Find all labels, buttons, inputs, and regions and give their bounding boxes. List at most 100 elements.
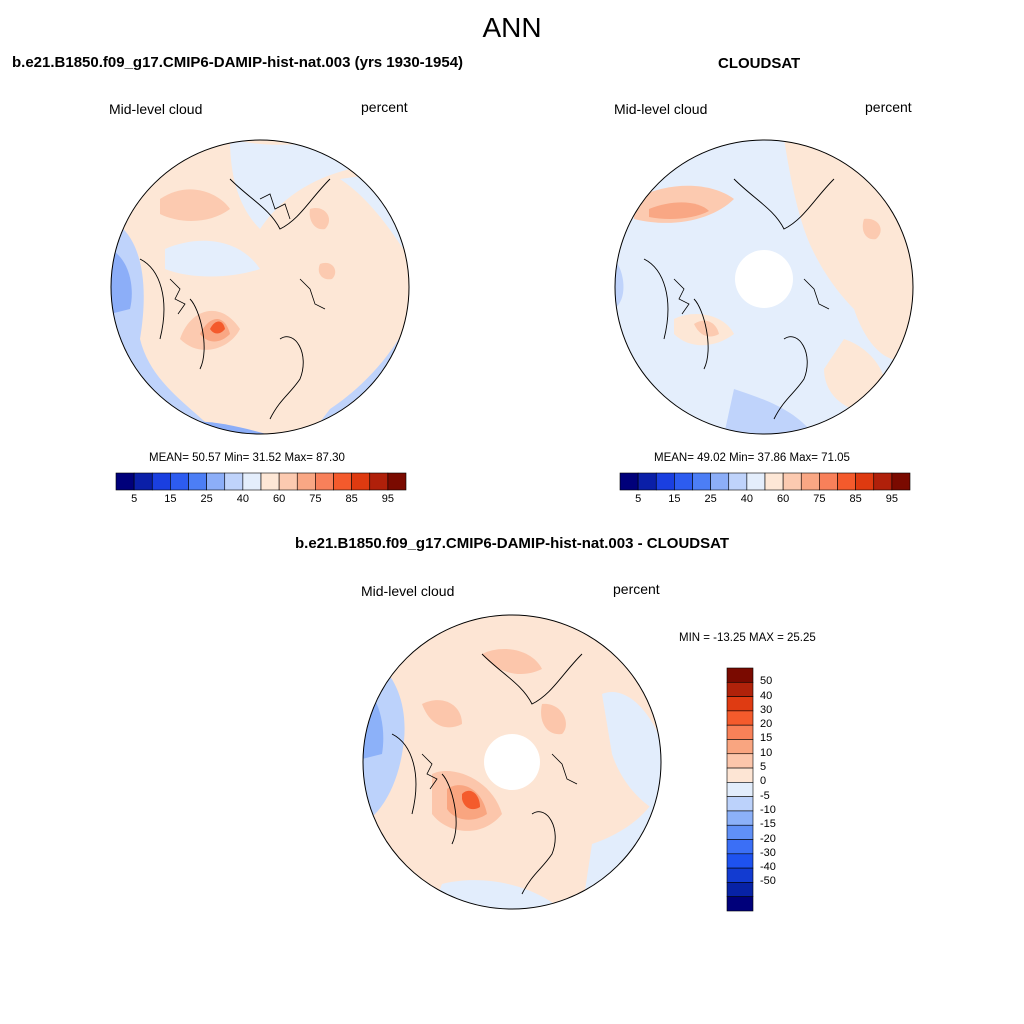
diff-stats: MIN = -13.25 MAX = 25.25: [679, 632, 816, 644]
obs-colorbar-swatch: [764, 472, 784, 491]
diff-panel-title: b.e21.B1850.f09_g17.CMIP6-DAMIP-hist-nat…: [295, 535, 729, 552]
obs-units-label: percent: [865, 99, 912, 115]
obs-colorbar-swatch: [782, 472, 802, 491]
model-colorbar-swatch: [260, 472, 280, 491]
diff-colorbar-swatch: [726, 839, 754, 855]
model-panel-title: b.e21.B1850.f09_g17.CMIP6-DAMIP-hist-nat…: [12, 54, 464, 71]
obs-colorbar-tick-label: 5: [635, 493, 642, 505]
model-colorbar-swatch: [278, 472, 298, 491]
obs-colorbar: [619, 472, 911, 491]
diff-colorbar-tick-label: 50: [760, 675, 773, 688]
obs-colorbar-tick-label: 15: [668, 493, 681, 505]
diff-colorbar-tick-label: -40: [760, 861, 776, 874]
obs-colorbar-swatch: [855, 472, 875, 491]
model-stats: MEAN= 50.57 Min= 31.52 Max= 87.30: [149, 452, 345, 464]
diff-colorbar-tick-label: -20: [760, 832, 776, 845]
model-colorbar-tick-label: 75: [309, 493, 322, 505]
obs-variable-label: Mid-level cloud: [614, 101, 708, 117]
obs-colorbar-tick-label: 95: [885, 493, 898, 505]
model-colorbar-tick-label: 25: [200, 493, 213, 505]
model-colorbar-tick-label: 5: [131, 493, 138, 505]
obs-colorbar-swatch: [728, 472, 748, 491]
diff-colorbar-swatch: [726, 782, 754, 797]
diff-colorbar-labels: 50 40 30 20 15 10 5 0 -5 -10 -15 -20 -30 -40 -50: [758, 668, 788, 911]
obs-colorbar-swatch: [746, 472, 766, 491]
obs-colorbar-tick-label: 40: [740, 493, 753, 505]
model-colorbar-tick-label: 40: [236, 493, 249, 505]
model-colorbar-swatch: [369, 472, 389, 491]
diff-variable-label: Mid-level cloud: [361, 583, 455, 599]
obs-colorbar-swatch: [710, 472, 730, 491]
diff-units-label: percent: [613, 581, 660, 597]
obs-colorbar-swatch: [637, 472, 657, 491]
model-colorbar-swatch: [333, 472, 352, 491]
diff-colorbar-tick-label: 30: [760, 703, 773, 716]
diff-colorbar: [726, 667, 754, 912]
obs-stats: MEAN= 49.02 Min= 37.86 Max= 71.05: [654, 452, 850, 464]
obs-colorbar-swatch: [619, 472, 639, 491]
obs-colorbar-swatch: [819, 472, 838, 491]
obs-colorbar-swatch: [655, 472, 675, 491]
model-colorbar-swatch: [387, 472, 407, 491]
diff-colorbar-tick-label: 15: [760, 732, 773, 745]
model-colorbar-swatch: [351, 472, 371, 491]
model-variable-label: Mid-level cloud: [109, 101, 203, 117]
obs-colorbar-swatch: [837, 472, 856, 491]
obs-colorbar-swatch: [692, 472, 711, 491]
diff-colorbar-tick-label: 20: [760, 718, 773, 731]
obs-colorbar-tick-label: 85: [849, 493, 862, 505]
figure-title: ANN: [482, 12, 542, 43]
model-colorbar-swatch: [315, 472, 334, 491]
diff-colorbar-tick-label: 0: [760, 775, 767, 788]
model-colorbar-tick-label: 15: [164, 493, 177, 505]
diff-colorbar-swatch: [726, 853, 754, 869]
diff-colorbar-swatch: [726, 696, 754, 712]
diff-colorbar-swatch: [726, 882, 754, 898]
obs-colorbar-swatch: [873, 472, 893, 491]
model-colorbar-swatch: [296, 472, 316, 491]
diff-colorbar-swatch: [726, 667, 754, 683]
model-colorbar-swatch: [224, 472, 244, 491]
diff-colorbar-swatch: [726, 796, 754, 812]
model-colorbar-swatch: [242, 472, 262, 491]
obs-colorbar-swatch: [891, 472, 911, 491]
diff-colorbar-swatch: [726, 896, 754, 912]
diff-colorbar-swatch: [726, 867, 754, 883]
obs-colorbar-tick-label: 75: [813, 493, 826, 505]
obs-panel-title: CLOUDSAT: [718, 55, 801, 72]
diff-colorbar-swatch: [726, 724, 754, 740]
diff-colorbar-tick-label: -30: [760, 846, 776, 859]
model-colorbar-labels: 5 15 25 40 60 75 85 95: [116, 493, 406, 507]
obs-colorbar-swatch: [800, 472, 820, 491]
obs-colorbar-tick-label: 60: [777, 493, 790, 505]
diff-colorbar-swatch: [726, 739, 754, 755]
diff-colorbar-tick-label: 5: [760, 761, 767, 774]
diff-colorbar-swatch: [726, 767, 754, 783]
diff-colorbar-swatch: [726, 810, 754, 826]
diff-colorbar-tick-label: -5: [760, 789, 770, 802]
diff-colorbar-swatch: [726, 753, 754, 769]
diff-colorbar-tick-label: 10: [760, 746, 773, 759]
diff-colorbar-tick-label: -10: [760, 803, 776, 816]
diff-colorbar-swatch: [726, 710, 754, 726]
obs-polar-map: [614, 139, 914, 435]
model-polar-map: [110, 139, 410, 435]
obs-colorbar-tick-label: 25: [704, 493, 717, 505]
model-colorbar-swatch: [170, 472, 189, 491]
model-colorbar-swatch: [133, 472, 153, 491]
diff-colorbar-tick-label: 40: [760, 689, 773, 702]
model-colorbar-swatch: [188, 472, 207, 491]
model-colorbar-swatch: [206, 472, 226, 491]
obs-colorbar-swatch: [674, 472, 693, 491]
model-colorbar-tick-label: 95: [381, 493, 394, 505]
model-colorbar-tick-label: 60: [273, 493, 286, 505]
diff-polar-map: [362, 614, 662, 910]
diff-colorbar-swatch: [726, 824, 754, 840]
obs-colorbar-labels: 5 15 25 40 60 75 85 95: [620, 493, 910, 507]
model-colorbar-tick-label: 85: [345, 493, 358, 505]
diff-colorbar-tick-label: -50: [760, 875, 776, 888]
model-colorbar-swatch: [115, 472, 135, 491]
model-colorbar-swatch: [151, 472, 171, 491]
diff-colorbar-swatch: [726, 681, 754, 697]
